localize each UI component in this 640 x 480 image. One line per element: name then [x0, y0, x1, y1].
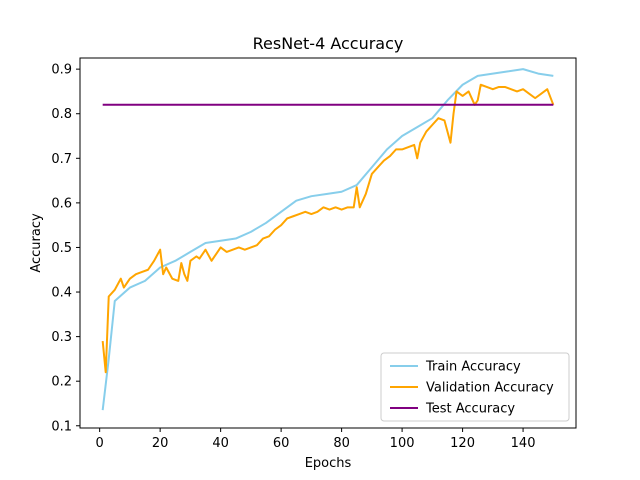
- y-tick-label: 0.6: [51, 196, 72, 211]
- y-tick-label: 0.4: [51, 286, 72, 301]
- x-tick-label: 120: [450, 436, 475, 451]
- x-tick-label: 80: [333, 436, 350, 451]
- x-axis: 0 20 40 60 80 100 120 140: [96, 428, 536, 451]
- x-tick-label: 140: [511, 436, 536, 451]
- x-tick-label: 100: [390, 436, 415, 451]
- x-tick-label: 40: [212, 436, 229, 451]
- y-tick-label: 0.8: [51, 107, 72, 122]
- y-tick-label: 0.9: [51, 63, 72, 78]
- plot-area: [79, 57, 577, 429]
- x-tick-label: 60: [273, 436, 290, 451]
- x-tick-label: 0: [96, 436, 104, 451]
- y-axis-title: Accuracy: [29, 213, 44, 273]
- legend-box: [380, 352, 570, 422]
- y-tick-label: 0.1: [51, 419, 72, 434]
- x-axis-title: Epochs: [305, 456, 352, 471]
- y-tick-label: 0.2: [51, 375, 72, 390]
- legend-label: Train Accuracy: [425, 360, 521, 375]
- legend-label: Test Accuracy: [425, 402, 515, 417]
- legend: Train Accuracy Validation Accuracy Test Ac…: [380, 352, 570, 422]
- legend-label: Validation Accuracy: [426, 381, 554, 396]
- y-tick-label: 0.7: [51, 152, 72, 167]
- y-tick-label: 0.3: [51, 330, 72, 345]
- y-tick-label: 0.5: [51, 241, 72, 256]
- y-axis: 0.1 0.2 0.3 0.4 0.5 0.6 0.7 0.8 0.9: [51, 63, 80, 434]
- x-tick-label: 20: [152, 436, 169, 451]
- axes-frame: [79, 57, 577, 429]
- chart-title: ResNet-4 Accuracy: [253, 34, 404, 53]
